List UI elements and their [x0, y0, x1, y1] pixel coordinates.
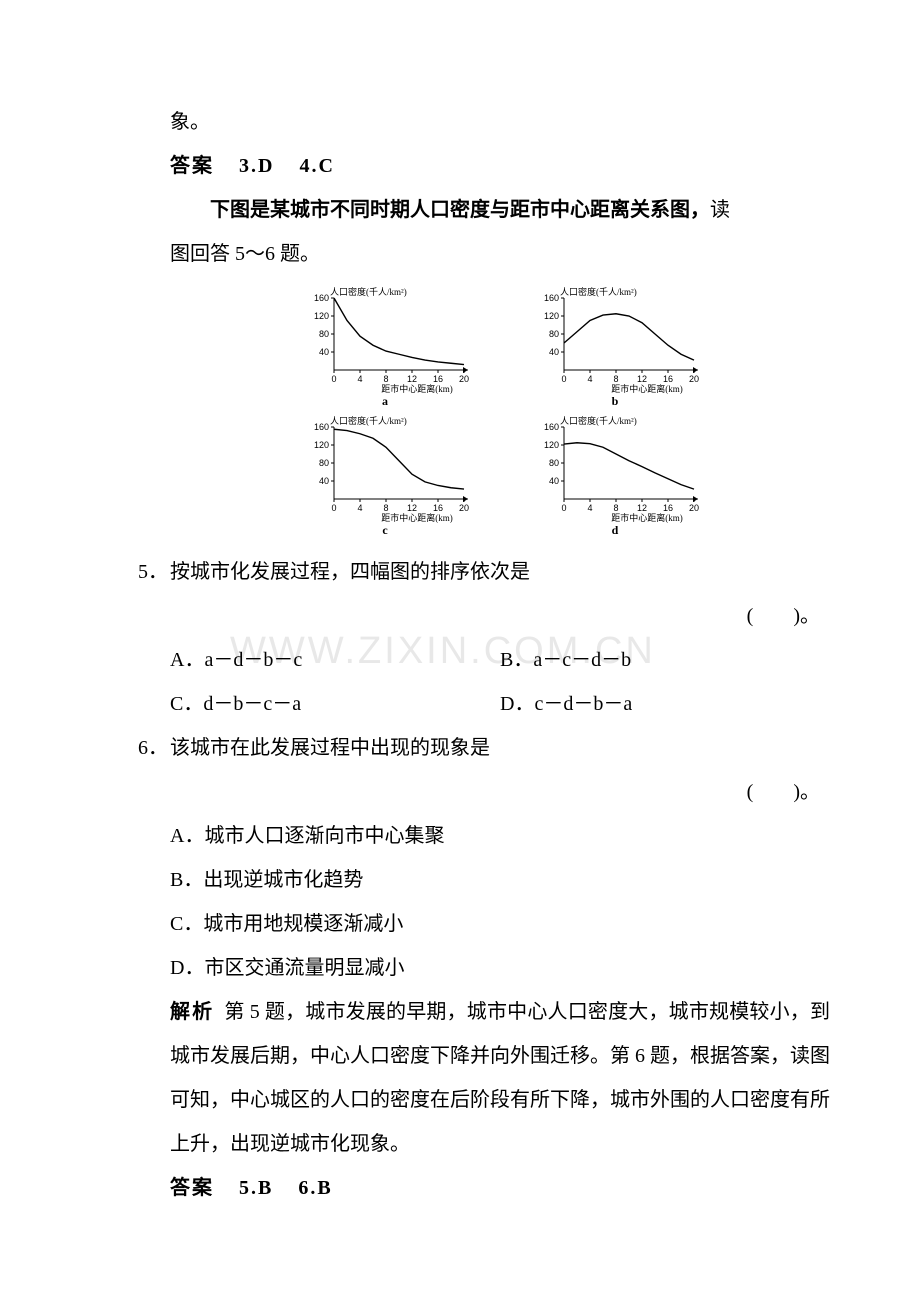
q6-number: 6．	[138, 726, 170, 770]
svg-text:80: 80	[319, 329, 329, 339]
answer-56: 答案 5.B 6.B	[170, 1166, 830, 1210]
answer-3d: 3.D	[239, 155, 274, 177]
question-5: 5． 按城市化发展过程，四幅图的排序依次是	[138, 550, 830, 594]
svg-text:距市中心距离(km): 距市中心距离(km)	[611, 512, 683, 523]
svg-text:12: 12	[407, 374, 417, 384]
q5-number: 5．	[138, 550, 170, 594]
svg-text:8: 8	[383, 503, 388, 513]
chart-b-label: b	[612, 394, 619, 409]
svg-text:16: 16	[663, 503, 673, 513]
q5-option-b: B．a－c－d－b	[500, 638, 830, 682]
explain-text: 第 5 题，城市发展的早期，城市中心人口密度大，城市规模较小，到城市发展后期，中…	[170, 1001, 830, 1155]
svg-text:人口密度(千人/km²): 人口密度(千人/km²)	[330, 286, 407, 297]
answer-4c: 4.C	[299, 155, 334, 177]
q6-option-a: A．城市人口逐渐向市中心集聚	[170, 814, 830, 858]
q6-option-c: C．城市用地规模逐渐减小	[170, 902, 830, 946]
q6-option-d: D．市区交通流量明显减小	[170, 946, 830, 990]
svg-text:人口密度(千人/km²): 人口密度(千人/km²)	[560, 415, 637, 426]
svg-text:20: 20	[459, 374, 469, 384]
answer-5b: 5.B	[239, 1177, 273, 1199]
intro-tail: 读	[710, 199, 730, 221]
intro-56-line1: 下图是某城市不同时期人口密度与距市中心距离关系图，读	[170, 188, 830, 232]
q6-text: 该城市在此发展过程中出现的现象是	[170, 726, 830, 770]
svg-text:8: 8	[613, 374, 618, 384]
chart-c-label: c	[382, 523, 387, 538]
page-content: 象。 答案 3.D 4.C 下图是某城市不同时期人口密度与距市中心距离关系图，读…	[170, 100, 830, 1210]
chart-row-top: 人口密度(千人/km²)4080120160048121620距市中心距离(km…	[300, 284, 700, 409]
svg-text:40: 40	[319, 476, 329, 486]
q6-paren: ( )。	[170, 770, 830, 814]
chart-a: 人口密度(千人/km²) 40 80 120 160 0 4 8 12 16 20 距市中心距离(km…	[300, 284, 470, 409]
svg-text:40: 40	[549, 347, 559, 357]
svg-text:20: 20	[689, 503, 699, 513]
answer-34: 答案 3.D 4.C	[170, 144, 830, 188]
chart-d-label: d	[612, 523, 619, 538]
chart-a-label: a	[382, 394, 388, 409]
svg-text:人口密度(千人/km²): 人口密度(千人/km²)	[330, 415, 407, 426]
q5-option-d: D．c－d－b－a	[500, 682, 830, 726]
svg-text:16: 16	[433, 503, 443, 513]
svg-text:20: 20	[459, 503, 469, 513]
svg-text:8: 8	[383, 374, 388, 384]
chart-c: 人口密度(千人/km²) 40 80 120 160 0 4 8 12 16 20 距市中心距离(km…	[300, 413, 470, 538]
svg-text:0: 0	[561, 374, 566, 384]
svg-text:8: 8	[613, 503, 618, 513]
svg-text:人口密度(千人/km²): 人口密度(千人/km²)	[560, 286, 637, 297]
q5-paren: ( )。	[170, 594, 830, 638]
answer-label-56: 答案	[170, 1177, 214, 1199]
svg-text:12: 12	[407, 503, 417, 513]
chart-b: 人口密度(千人/km²) 40 80 120 160 0 4 8 12 16 20 距市中心距离(km…	[530, 284, 700, 409]
chart-d: 人口密度(千人/km²) 40 80 120 160 0 4 8 12 16 20 距市中心距离(km…	[530, 413, 700, 538]
q6-option-b: B．出现逆城市化趋势	[170, 858, 830, 902]
svg-text:4: 4	[357, 374, 362, 384]
svg-text:距市中心距离(km): 距市中心距离(km)	[381, 383, 453, 394]
svg-text:40: 40	[549, 476, 559, 486]
chart-row-bottom: 人口密度(千人/km²)4080120160048121620距市中心距离(km…	[300, 413, 700, 538]
intro-56-line2: 图回答 5～6 题。	[170, 232, 830, 276]
q5-options: A．a－d－b－c B．a－c－d－b C．d－b－c－a D．c－d－b－a	[170, 638, 830, 726]
explain-56: 解析第 5 题，城市发展的早期，城市中心人口密度大，城市规模较小，到城市发展后期…	[170, 990, 830, 1166]
svg-text:120: 120	[544, 440, 559, 450]
svg-text:20: 20	[689, 374, 699, 384]
q5-option-c: C．d－b－c－a	[170, 682, 500, 726]
svg-text:12: 12	[637, 374, 647, 384]
explain-head: 解析	[170, 1001, 214, 1023]
question-6: 6． 该城市在此发展过程中出现的现象是	[138, 726, 830, 770]
svg-text:160: 160	[544, 422, 559, 432]
intro-bold: 下图是某城市不同时期人口密度与距市中心距离关系图，	[210, 199, 710, 221]
svg-text:0: 0	[331, 374, 336, 384]
svg-text:80: 80	[319, 458, 329, 468]
svg-text:16: 16	[433, 374, 443, 384]
svg-text:4: 4	[357, 503, 362, 513]
q5-text: 按城市化发展过程，四幅图的排序依次是	[170, 550, 830, 594]
svg-text:80: 80	[549, 329, 559, 339]
svg-text:16: 16	[663, 374, 673, 384]
svg-text:160: 160	[544, 293, 559, 303]
text-fragment-xiang: 象。	[170, 100, 830, 144]
svg-text:160: 160	[314, 422, 329, 432]
svg-text:0: 0	[561, 503, 566, 513]
svg-text:80: 80	[549, 458, 559, 468]
q5-option-a: A．a－d－b－c	[170, 638, 500, 682]
answer-label: 答案	[170, 155, 214, 177]
svg-text:0: 0	[331, 503, 336, 513]
svg-text:40: 40	[319, 347, 329, 357]
svg-text:距市中心距离(km): 距市中心距离(km)	[611, 383, 683, 394]
svg-text:4: 4	[587, 374, 592, 384]
charts-container: 人口密度(千人/km²)4080120160048121620距市中心距离(km…	[170, 284, 830, 538]
svg-text:120: 120	[314, 311, 329, 321]
svg-text:4: 4	[587, 503, 592, 513]
svg-text:120: 120	[544, 311, 559, 321]
q6-options: A．城市人口逐渐向市中心集聚 B．出现逆城市化趋势 C．城市用地规模逐渐减小 D…	[170, 814, 830, 990]
svg-text:距市中心距离(km): 距市中心距离(km)	[381, 512, 453, 523]
svg-text:12: 12	[637, 503, 647, 513]
svg-text:160: 160	[314, 293, 329, 303]
svg-text:120: 120	[314, 440, 329, 450]
answer-6b: 6.B	[298, 1177, 332, 1199]
